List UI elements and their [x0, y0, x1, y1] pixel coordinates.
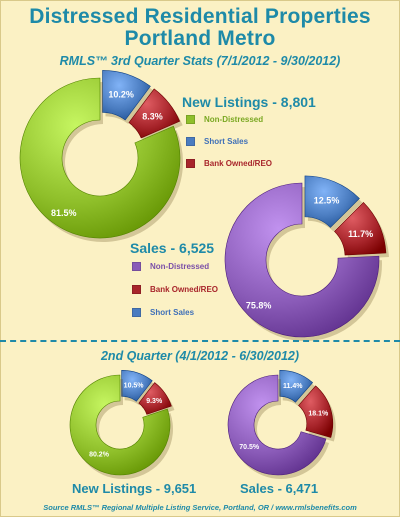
q3-sales-slice-non-distressed: [224, 182, 380, 338]
q3-sales-slice-bank-owned-reo: [334, 202, 387, 256]
q3-new-listings-heading: New Listings - 8,801: [182, 94, 316, 110]
legend-swatch-blue-sales: [132, 308, 141, 317]
page-subtitle-location: Portland Metro: [124, 27, 276, 50]
q2-sales-heading: Sales - 6,471: [240, 481, 319, 496]
q2-sales-slice-non-distressed: [227, 374, 327, 476]
q2-new-listings-label-2: 80.2%: [89, 452, 110, 459]
quarter2-subtitle: 2nd Quarter (4/1/2012 - 6/30/2012): [100, 349, 300, 363]
q3-sales-label-0: 12.5%: [314, 196, 340, 206]
q3-new-listings-label-0: 10.2%: [108, 89, 134, 99]
source-footnote: Source RMLS™ Regional Multiple Listing S…: [43, 503, 357, 512]
q2-new-listings-heading: New Listings - 9,651: [72, 481, 197, 496]
q2-sales-slice-bank-owned-reo: [298, 385, 334, 438]
q3-new-listings-slice-short-sales: [102, 70, 151, 121]
q2-new-listings-slice-bank-owned-reo: [138, 382, 172, 415]
q2-sales-slice-short-sales: [279, 370, 314, 403]
q3-new-listings-slice-non-distressed: [19, 77, 181, 239]
q3-new-listings-label-1: 8.3%: [142, 111, 163, 121]
legend-swatch-green: [186, 115, 195, 124]
q2-new-listings-label-0: 10.5%: [124, 383, 145, 390]
page-title: Distressed Residential Properties: [29, 5, 371, 28]
legend-swatch-red-sales: [132, 285, 141, 294]
quarter3-subtitle: RMLS™ 3rd Quarter Stats (7/1/2012 - 9/30…: [59, 54, 341, 68]
q3-sales-slice-short-sales: [304, 175, 360, 228]
q3-new-listings-label-2: 81.5%: [51, 208, 77, 218]
q3-sales-label-1: 11.7%: [348, 229, 373, 239]
q2-new-listings-label-1: 9.3%: [146, 398, 163, 405]
q3-sales-heading: Sales - 6,525: [130, 240, 215, 256]
q3-sales-label-2: 75.8%: [246, 301, 272, 311]
q3-new-listings-slice-bank-owned-reo: [128, 88, 181, 139]
q2-sales-label-2: 70.5%: [239, 444, 260, 451]
q2-sales-label-0: 11.4%: [283, 383, 303, 390]
q2-new-listings-slice-short-sales: [121, 369, 153, 402]
legend-swatch-purple: [132, 262, 141, 271]
section-divider: [0, 340, 400, 342]
q2-sales-label-1: 18.1%: [308, 410, 329, 417]
legend-swatch-red: [186, 159, 195, 168]
legend-swatch-blue: [186, 137, 195, 146]
q2-new-listings-slice-non-distressed: [69, 374, 171, 476]
